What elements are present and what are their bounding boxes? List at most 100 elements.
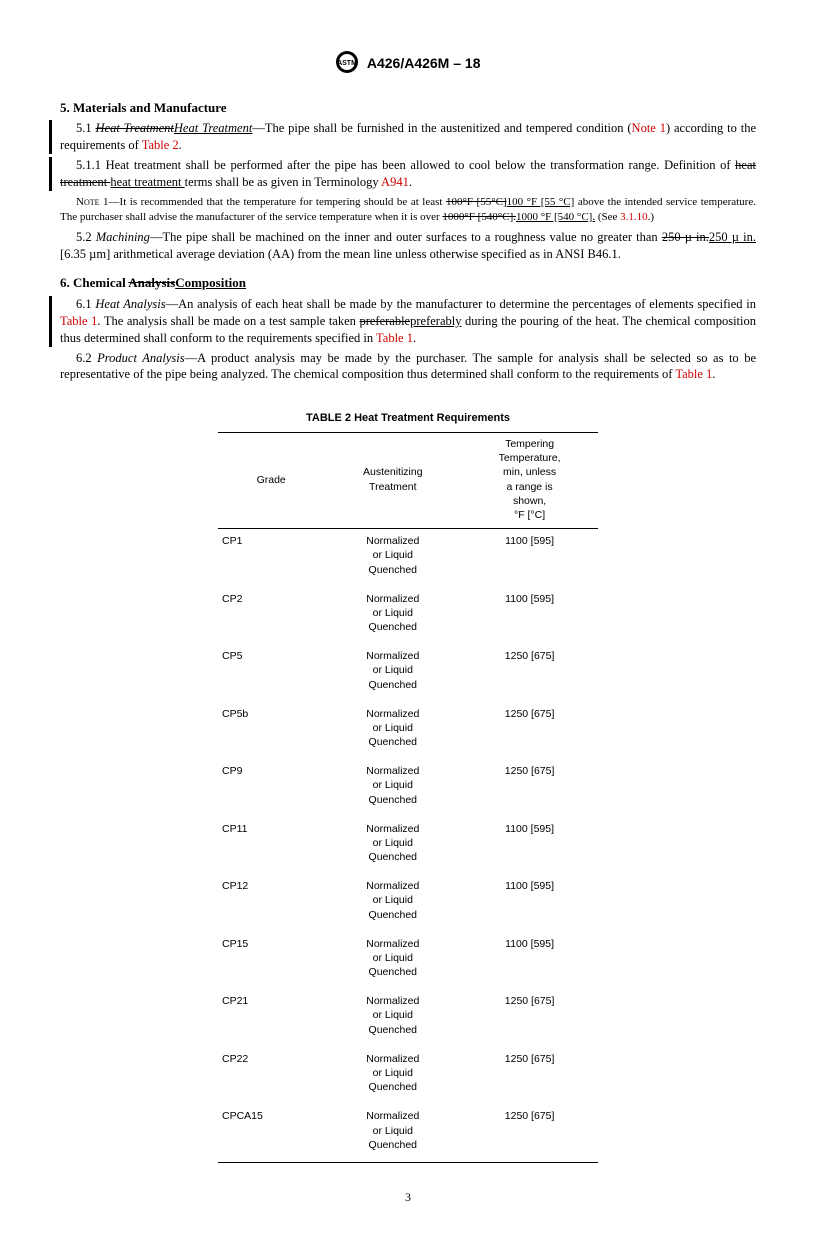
table-row: CP1Normalized or Liquid Quenched1100 [59… [218,529,598,587]
para-num: 5.1.1 [76,158,106,172]
under-text: 250 µ in. [709,230,756,244]
note-ref-link[interactable]: Note 1 [632,121,666,135]
astm-logo-icon: ASTM [335,50,359,79]
table-row: CPCA15Normalized or Liquid Quenched1250 … [218,1104,598,1162]
body-text: . [409,175,412,189]
cell-grade: CP5 [218,644,324,702]
under-text: 1000 °F [540 °C]. [516,211,595,223]
para-5-2: 5.2 Machining—The pipe shall be machined… [60,229,756,263]
page-number: 3 [60,1189,756,1205]
table-row: CP5Normalized or Liquid Quenched1250 [67… [218,644,598,702]
cell-grade: CP2 [218,587,324,645]
cell-treatment: Normalized or Liquid Quenched [324,1047,461,1105]
col-label: Austenitizing Treatment [363,466,423,492]
cell-temp: 1250 [675] [461,644,598,702]
cell-temp: 1250 [675] [461,759,598,817]
body-text: —The pipe shall be machined on the inner… [150,230,662,244]
table-ref-link[interactable]: Table 2 [142,138,179,152]
cell-treatment: Normalized or Liquid Quenched [324,989,461,1047]
table-row: CP22Normalized or Liquid Quenched1250 [6… [218,1047,598,1105]
italic-heading: Heat Analysis [95,297,165,311]
section-ref-link[interactable]: 3.1.10 [620,211,648,223]
strike-text: 1000°F [540°C]. [442,211,516,223]
table-row: CP21Normalized or Liquid Quenched1250 [6… [218,989,598,1047]
strike-text: 250 µ in. [662,230,709,244]
para-num: 5.2 [76,230,96,244]
italic-heading: Product Analysis [97,351,184,365]
cell-grade: CP5b [218,702,324,760]
col-label: Grade [257,474,286,486]
under-text: preferably [410,314,461,328]
under-text: Composition [175,275,246,290]
cell-grade: CP21 [218,989,324,1047]
strike-text: preferable [359,314,410,328]
cell-treatment: Normalized or Liquid Quenched [324,587,461,645]
strike-text: Analysis [128,275,175,290]
para-num: 5.1 [76,121,96,135]
table-row: CP15Normalized or Liquid Quenched1100 [5… [218,932,598,990]
std-ref-link[interactable]: A941 [381,175,409,189]
table-ref-link[interactable]: Table 1 [675,367,712,381]
body-text: —An analysis of each heat shall be made … [166,297,756,311]
under-text: Heat Treatment [174,121,252,135]
table-row: CP5bNormalized or Liquid Quenched1250 [6… [218,702,598,760]
table-2: TABLE 2 Heat Treatment Requirements Grad… [218,411,598,1163]
cell-grade: CP12 [218,874,324,932]
body-text: (See [595,211,620,223]
cell-grade: CP22 [218,1047,324,1105]
table-ref-link[interactable]: Table 1 [60,314,97,328]
table-header-row: Grade Austenitizing Treatment Tempering … [218,433,598,529]
cell-grade: CP1 [218,529,324,587]
cell-treatment: Normalized or Liquid Quenched [324,702,461,760]
heat-treatment-table: Grade Austenitizing Treatment Tempering … [218,432,598,1163]
body-text: . [413,331,416,345]
note-label: Note 1— [76,196,120,208]
cell-grade: CP11 [218,817,324,875]
body-text: . [712,367,715,381]
body-text: Heat treatment shall be performed after … [106,158,736,172]
note-1: Note 1—It is recommended that the temper… [60,195,756,225]
cell-temp: 1250 [675] [461,1104,598,1162]
strike-text: Heat Treatment [96,121,174,135]
cell-temp: 1250 [675] [461,989,598,1047]
section-6-heading: 6. Chemical AnalysisComposition [60,274,756,292]
cell-treatment: Normalized or Liquid Quenched [324,529,461,587]
italic-heading: Machining [96,230,150,244]
table-row: CP11Normalized or Liquid Quenched1100 [5… [218,817,598,875]
under-text: 100 °F [55 °C] [507,196,575,208]
cell-temp: 1100 [595] [461,817,598,875]
col-header-temp: Tempering Temperature, min, unless a ran… [461,433,598,529]
cell-temp: 1100 [595] [461,932,598,990]
col-header-treatment: Austenitizing Treatment [324,433,461,529]
cell-grade: CP9 [218,759,324,817]
col-header-grade: Grade [218,433,324,529]
doc-header: ASTM A426/A426M – 18 [60,50,756,79]
cell-temp: 1100 [595] [461,529,598,587]
cell-temp: 1100 [595] [461,587,598,645]
heading-text: 6. Chemical [60,275,128,290]
strike-text: 100°F [55°C] [446,196,507,208]
cell-treatment: Normalized or Liquid Quenched [324,644,461,702]
para-num: 6.1 [76,297,95,311]
body-text: terms shall be as given in Terminology [185,175,381,189]
cell-temp: 1250 [675] [461,1047,598,1105]
svg-text:ASTM: ASTM [338,60,358,67]
cell-treatment: Normalized or Liquid Quenched [324,817,461,875]
body-text: . The analysis shall be made on a test s… [97,314,359,328]
body-text: .) [648,211,654,223]
cell-temp: 1100 [595] [461,874,598,932]
table-row: CP12Normalized or Liquid Quenched1100 [5… [218,874,598,932]
cell-treatment: Normalized or Liquid Quenched [324,874,461,932]
body-text: [6.35 µm] arithmetical average deviation… [60,247,621,261]
doc-number: A426/A426M – 18 [367,55,481,71]
para-5-1-1: 5.1.1 Heat treatment shall be performed … [60,157,756,191]
cell-treatment: Normalized or Liquid Quenched [324,759,461,817]
cell-grade: CP15 [218,932,324,990]
col-label: Tempering Temperature, min, unless a ran… [499,438,561,521]
cell-temp: 1250 [675] [461,702,598,760]
table-title: TABLE 2 Heat Treatment Requirements [218,411,598,426]
cell-grade: CPCA15 [218,1104,324,1162]
para-5-1: 5.1 Heat TreatmentHeat Treatment—The pip… [60,120,756,154]
table-ref-link[interactable]: Table 1 [376,331,413,345]
para-num: 6.2 [76,351,97,365]
